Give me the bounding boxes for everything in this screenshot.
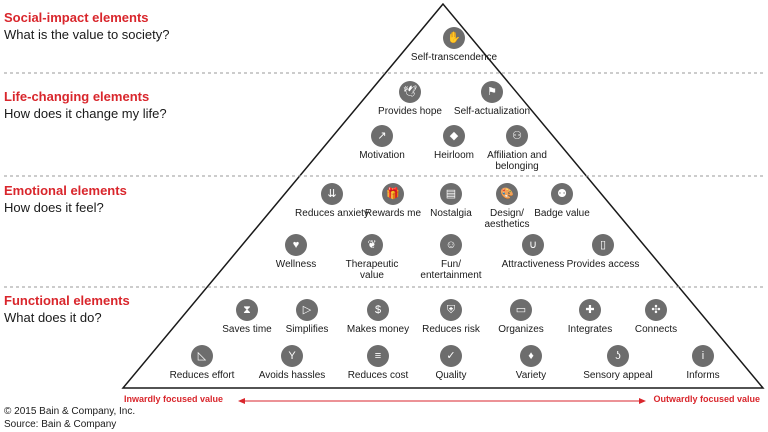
stairs-icon: ↗ <box>371 125 393 147</box>
check-icon: ✓ <box>440 345 462 367</box>
figure-icon: ⚑ <box>481 81 503 103</box>
funnel-icon: ▷ <box>296 299 318 321</box>
money-icon: $ <box>367 299 389 321</box>
pyramid-outline <box>121 2 765 389</box>
magnet-icon: ∪ <box>522 234 544 256</box>
element-label: Design/ aesthetics <box>484 208 530 230</box>
axis-label-outward: Outwardly focused value <box>653 394 760 404</box>
arrow-left-head <box>238 398 245 404</box>
element-label: Reduces cost <box>347 370 409 381</box>
leaf-icon: ❦ <box>361 234 383 256</box>
palette-icon: 🎨 <box>496 183 518 205</box>
radio-icon: ▤ <box>440 183 462 205</box>
arrow-right-head <box>639 398 646 404</box>
element-label: Self-actualization <box>453 106 531 117</box>
shapes-icon: ♦ <box>520 345 542 367</box>
element-label: Variety <box>515 370 547 381</box>
element-label: Affiliation and belonging <box>487 150 547 172</box>
door-icon: ▯ <box>592 234 614 256</box>
element-label: Wellness <box>275 259 317 270</box>
tier-question-functional: What does it do? <box>4 310 102 325</box>
element-label: Rewards me <box>364 208 422 219</box>
element-label: Attractiveness <box>501 259 565 270</box>
axis-label-inward: Inwardly focused value <box>124 394 224 404</box>
nose-icon: ʖ <box>607 345 629 367</box>
element-label: Reduces effort <box>169 370 235 381</box>
element-label: Reduces risk <box>422 324 480 335</box>
arrows-down-icon: ⇊ <box>321 183 343 205</box>
element-label: Saves time <box>222 324 272 335</box>
folder-icon: ▭ <box>510 299 532 321</box>
element-label: Fun/ entertainment <box>420 259 482 281</box>
puzzle-icon: ✚ <box>579 299 601 321</box>
heart-icon: ♥ <box>285 234 307 256</box>
info-icon: i <box>692 345 714 367</box>
hands-icon: ✋ <box>443 27 465 49</box>
chat-icon: ☺ <box>440 234 462 256</box>
element-label: Integrates <box>567 324 613 335</box>
element-label: Therapeutic value <box>345 259 399 281</box>
element-label: Reduces anxiety <box>295 208 369 219</box>
tier-title-life: Life-changing elements <box>4 89 150 104</box>
element-label: Provides access <box>566 259 640 270</box>
tier-question-social: What is the value to society? <box>4 27 170 42</box>
tier-title-emotional: Emotional elements <box>4 183 127 198</box>
element-label: Heirloom <box>433 150 475 161</box>
tier-question-life: How does it change my life? <box>4 106 167 121</box>
element-label: Provides hope <box>378 106 442 117</box>
element-label: Quality <box>435 370 467 381</box>
element-label: Avoids hassles <box>258 370 326 381</box>
element-label: Sensory appeal <box>583 370 653 381</box>
element-label: Badge value <box>534 208 590 219</box>
nodes-icon: ✣ <box>645 299 667 321</box>
shield-icon: ⛨ <box>440 299 462 321</box>
network-icon: ⚇ <box>506 125 528 147</box>
ramp-icon: ◺ <box>191 345 213 367</box>
element-label: Connects <box>634 324 678 335</box>
element-label: Self-transcendence <box>410 52 498 63</box>
copyright: © 2015 Bain & Company, Inc. <box>4 406 136 417</box>
diamond-icon: ◆ <box>443 125 465 147</box>
element-label: Informs <box>686 370 720 381</box>
people-icon: ⚉ <box>551 183 573 205</box>
tier-title-social: Social-impact elements <box>4 10 149 25</box>
element-label: Nostalgia <box>430 208 472 219</box>
hands-up-icon: Y <box>281 345 303 367</box>
dove-icon: 🕊 <box>399 81 421 103</box>
coins-icon: ≡ <box>367 345 389 367</box>
tier-title-functional: Functional elements <box>4 293 130 308</box>
hourglass-icon: ⧗ <box>236 299 258 321</box>
element-label: Motivation <box>359 150 405 161</box>
element-label: Organizes <box>498 324 544 335</box>
gift-icon: 🎁 <box>382 183 404 205</box>
tier-question-emotional: How does it feel? <box>4 200 104 215</box>
source-note: Source: Bain & Company <box>4 419 117 430</box>
element-label: Simplifies <box>285 324 329 335</box>
element-label: Makes money <box>346 324 410 335</box>
